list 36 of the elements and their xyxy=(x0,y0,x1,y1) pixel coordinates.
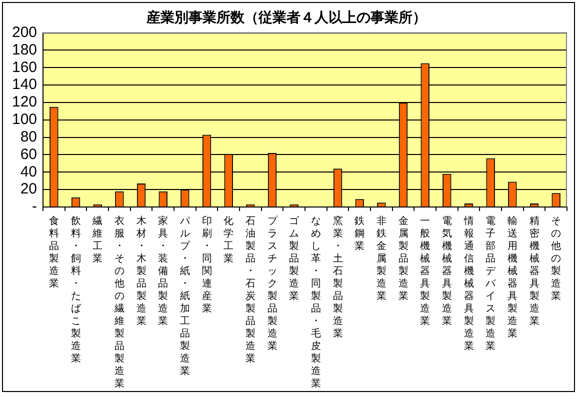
x-tick-label: 金属製品製造業 xyxy=(398,214,408,302)
x-tick-label: 化学工業 xyxy=(224,214,234,264)
category-label: プラスチック製品製造業 xyxy=(267,216,278,352)
chart-title: 産業別事業所数（従業者４人以上の事業所） xyxy=(146,9,426,26)
category-label: パルプ・紙・紙加工品製造業 xyxy=(180,216,190,377)
y-tick-label: - xyxy=(32,198,38,216)
y-tick-label: 120 xyxy=(12,94,38,111)
y-tick-label: 140 xyxy=(12,76,38,94)
category-label: 情報通信機械器具製造業 xyxy=(464,216,474,352)
y-tick-label: 60 xyxy=(20,146,38,163)
x-tick-label: その他の製造業 xyxy=(551,216,562,302)
category-label: 精密機械器具製造業 xyxy=(529,216,540,327)
y-tick-label: 80 xyxy=(20,128,38,146)
category-label: 輸送用機械器具製造業 xyxy=(507,216,518,340)
category-label: なめし革・同製品・毛皮製造業 xyxy=(310,216,321,390)
x-tick-label: 鉄鋼業 xyxy=(354,214,365,252)
category-label: 飲料・飼料・たばこ製造業 xyxy=(70,216,81,364)
category-label: 窯業・土石製品製造業 xyxy=(332,216,343,340)
x-tick-label: 食料品製造業 xyxy=(48,214,59,290)
category-label: 木材・木製品製造業 xyxy=(136,216,146,327)
y-tick-label: 180 xyxy=(12,41,38,58)
y-tick-label: 200 xyxy=(12,24,38,41)
y-tick-label: 20 xyxy=(20,180,38,198)
category-label: 一般機械器具製造業 xyxy=(420,216,430,327)
x-tick-label: 繊維工業 xyxy=(92,214,103,264)
y-tick-label: 160 xyxy=(12,58,38,76)
category-label: 電子部品デバイス製造業 xyxy=(486,216,496,352)
category-label: 電気機械器具製造業 xyxy=(442,216,452,327)
y-tick-label: 40 xyxy=(20,163,38,180)
category-label: 衣服・その他の繊維製品製造業 xyxy=(114,216,124,390)
x-tick-label: 非鉄金属製造業 xyxy=(376,214,386,302)
category-label: 石油製品・石炭製品製造業 xyxy=(245,216,256,364)
y-tick-label: 100 xyxy=(12,111,38,128)
x-tick-label: ゴム製品製造業 xyxy=(289,214,300,302)
x-tick-label: 印刷・同関連産業 xyxy=(202,214,212,314)
category-label: 家具・装備品製造業 xyxy=(158,216,168,327)
